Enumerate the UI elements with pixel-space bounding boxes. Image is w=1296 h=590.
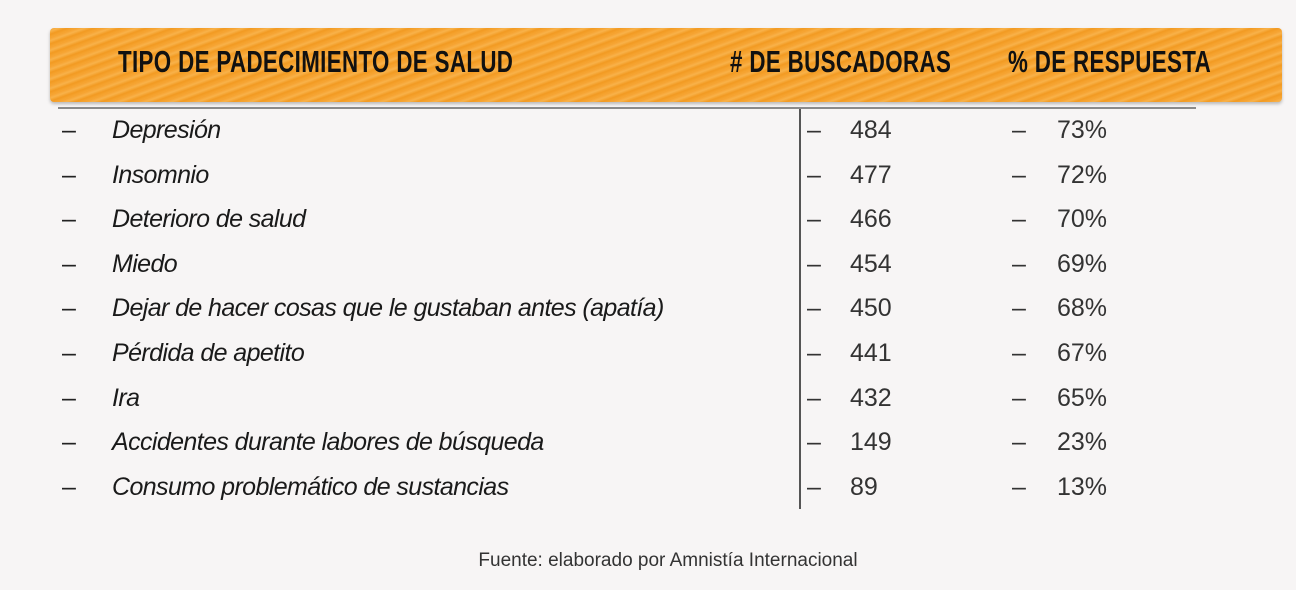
- row-dash: –: [62, 383, 76, 412]
- searchers-count: 432: [850, 383, 892, 412]
- condition-name: Insomnio: [112, 160, 209, 189]
- count-dash: –: [807, 428, 821, 457]
- count-dash: –: [807, 116, 821, 144]
- response-percent: 13%: [1057, 472, 1108, 501]
- response-percent: 73%: [1057, 116, 1108, 144]
- searchers-count: 477: [850, 160, 892, 189]
- count-dash: –: [807, 160, 821, 189]
- response-percent: 67%: [1057, 339, 1108, 367]
- row-dash: –: [62, 205, 76, 234]
- searchers-count: 89: [850, 472, 878, 501]
- count-dash: –: [807, 294, 821, 323]
- response-percent: 72%: [1057, 160, 1108, 189]
- row-dash: –: [62, 160, 76, 189]
- percent-dash: –: [1012, 472, 1026, 501]
- searchers-count: 484: [850, 116, 892, 144]
- condition-name: Consumo problemático de sustancias: [112, 472, 509, 501]
- response-percent: 68%: [1057, 294, 1108, 323]
- row-dash: –: [62, 249, 76, 278]
- response-percent: 23%: [1057, 428, 1108, 457]
- condition-name: Depresión: [112, 116, 221, 144]
- condition-name: Miedo: [112, 249, 178, 278]
- row-dash: –: [62, 116, 76, 144]
- response-percent: 69%: [1057, 249, 1108, 278]
- table-row: – Insomnio –477–72%: [0, 161, 1296, 201]
- table-row: – Depresión – 484 – 73%: [0, 116, 1296, 156]
- column-divider: [799, 109, 801, 509]
- percent-dash: –: [1012, 383, 1026, 412]
- percent-dash: –: [1012, 428, 1026, 457]
- percent-dash: –: [1012, 339, 1026, 367]
- searchers-count: 466: [850, 205, 892, 234]
- count-dash: –: [807, 205, 821, 234]
- row-dash: –: [62, 472, 76, 501]
- count-dash: –: [807, 249, 821, 278]
- response-percent: 65%: [1057, 383, 1108, 412]
- condition-name: Deterioro de salud: [112, 205, 306, 234]
- condition-name: Accidentes durante labores de búsqueda: [112, 428, 544, 457]
- source-note: Fuente: elaborado por Amnistía Internaci…: [478, 550, 858, 571]
- searchers-count: 441: [850, 339, 892, 367]
- table-row: – Dejar de hacer cosas que le gustaban an…: [0, 294, 1296, 334]
- percent-dash: –: [1012, 294, 1026, 323]
- percent-dash: –: [1012, 116, 1026, 144]
- condition-name: Dejar de hacer cosas que le gustaban ant…: [112, 294, 664, 323]
- searchers-count: 450: [850, 294, 892, 323]
- header-divider: [58, 107, 1196, 109]
- percent-dash: –: [1012, 160, 1026, 189]
- percent-dash: –: [1012, 205, 1026, 234]
- table-row: – Ira –432–65%: [0, 384, 1296, 424]
- searchers-count: 454: [850, 249, 892, 278]
- header-response-percent: % DE RESPUESTA: [1008, 44, 1212, 79]
- header-searchers-count: # DE BUSCADORAS: [730, 44, 952, 79]
- table-row: – Consumo problemático de sustancias –89–1…: [0, 473, 1296, 513]
- row-dash: –: [62, 294, 76, 323]
- response-percent: 70%: [1057, 205, 1108, 234]
- header-condition-type: TIPO DE PADECIMIENTO DE SALUD: [118, 44, 514, 79]
- table-row: – Deterioro de salud –466–70%: [0, 205, 1296, 245]
- percent-dash: –: [1012, 249, 1026, 278]
- row-dash: –: [62, 428, 76, 457]
- count-dash: –: [807, 383, 821, 412]
- header-band: [50, 28, 1282, 102]
- condition-name: Pérdida de apetito: [112, 339, 305, 367]
- count-dash: –: [807, 472, 821, 501]
- count-dash: –: [807, 339, 821, 367]
- searchers-count: 149: [850, 428, 892, 457]
- table-row: – Accidentes durante labores de búsqueda –…: [0, 428, 1296, 468]
- condition-name: Ira: [112, 383, 140, 412]
- table-row: – Miedo –454–69%: [0, 250, 1296, 290]
- table-row: – Pérdida de apetito – 441 – 67%: [0, 339, 1296, 379]
- row-dash: –: [62, 339, 76, 367]
